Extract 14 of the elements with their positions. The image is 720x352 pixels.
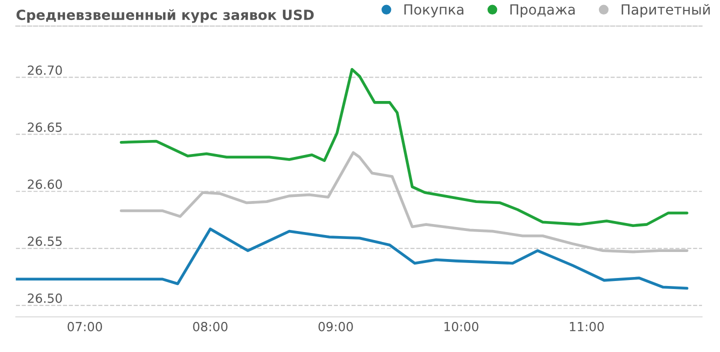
y-tick-label: 26.55 bbox=[28, 236, 62, 246]
legend-label: Паритетный bbox=[622, 4, 710, 18]
legend-label: Продажа bbox=[510, 4, 575, 18]
x-tick-label: 07:00 bbox=[68, 322, 102, 332]
x-tick-label: 08:00 bbox=[193, 322, 228, 332]
x-tick-label: 10:00 bbox=[444, 322, 478, 332]
legend-label: Покупка bbox=[404, 4, 464, 18]
x-tick-label: 11:00 bbox=[570, 322, 604, 332]
y-tick-label: 26.65 bbox=[28, 122, 62, 132]
y-tick-label: 26.70 bbox=[28, 65, 62, 75]
y-tick-label: 26.60 bbox=[28, 180, 62, 189]
x-tick-label: 09:00 bbox=[318, 322, 353, 332]
chart-title: Средневзвешенный курс заявок USD bbox=[16, 9, 314, 23]
y-tick-label: 26.50 bbox=[28, 294, 62, 303]
